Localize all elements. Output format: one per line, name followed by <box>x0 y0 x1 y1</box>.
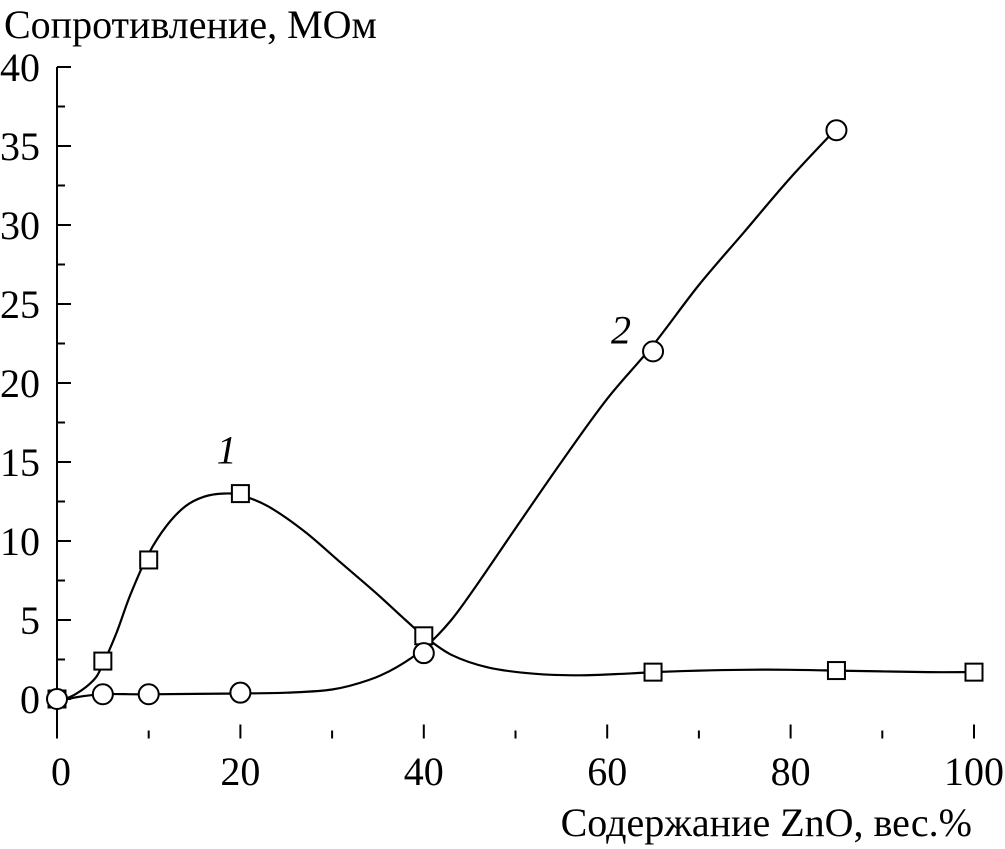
series-2-point <box>642 340 665 363</box>
x-tick-label: 100 <box>944 749 1004 794</box>
series-1-point <box>414 626 434 646</box>
series-1-point <box>230 484 250 504</box>
y-tick-label: 15 <box>0 440 40 485</box>
series-2-line <box>56 127 838 704</box>
y-axis-title: Сопротивление, МОм <box>4 2 377 47</box>
series-1-line <box>56 492 975 704</box>
x-axis-title: Содержание ZnO, вес.% <box>561 800 972 845</box>
x-tick-label: 0 <box>51 749 71 794</box>
y-tick-label: 10 <box>0 519 40 564</box>
labels: Сопротивление, МОм Содержание ZnO, вес.%… <box>4 2 972 845</box>
x-tick-label: 40 <box>404 749 444 794</box>
series-1-point <box>643 662 663 682</box>
series-1-point <box>93 651 113 671</box>
y-tick-label: 25 <box>0 282 40 327</box>
axes: 0 5 10 15 20 25 30 35 40 0 20 40 60 80 100 <box>0 45 1004 794</box>
y-tick-label: 0 <box>20 677 40 722</box>
x-tick-label: 60 <box>587 749 627 794</box>
series-2-point <box>137 683 160 706</box>
y-tick-label: 20 <box>0 361 40 406</box>
x-tick-label: 20 <box>220 749 260 794</box>
series-1-point <box>964 662 984 682</box>
y-tick-label: 35 <box>0 124 40 169</box>
series-2-point <box>229 681 252 704</box>
y-tick-label: 5 <box>20 598 40 643</box>
series-2-point <box>412 642 435 665</box>
series-2-point <box>825 119 848 142</box>
series-2-label: 2 <box>611 307 631 352</box>
curves <box>56 127 975 704</box>
x-tick-label: 80 <box>771 749 811 794</box>
series-2-point <box>46 688 68 710</box>
y-tick-label: 40 <box>0 45 40 90</box>
series-1-label: 1 <box>217 427 237 472</box>
markers <box>46 119 984 710</box>
y-tick-label: 30 <box>0 203 40 248</box>
series-1-point <box>139 550 159 570</box>
series-1-point <box>826 661 846 681</box>
series-2-point <box>91 683 114 706</box>
